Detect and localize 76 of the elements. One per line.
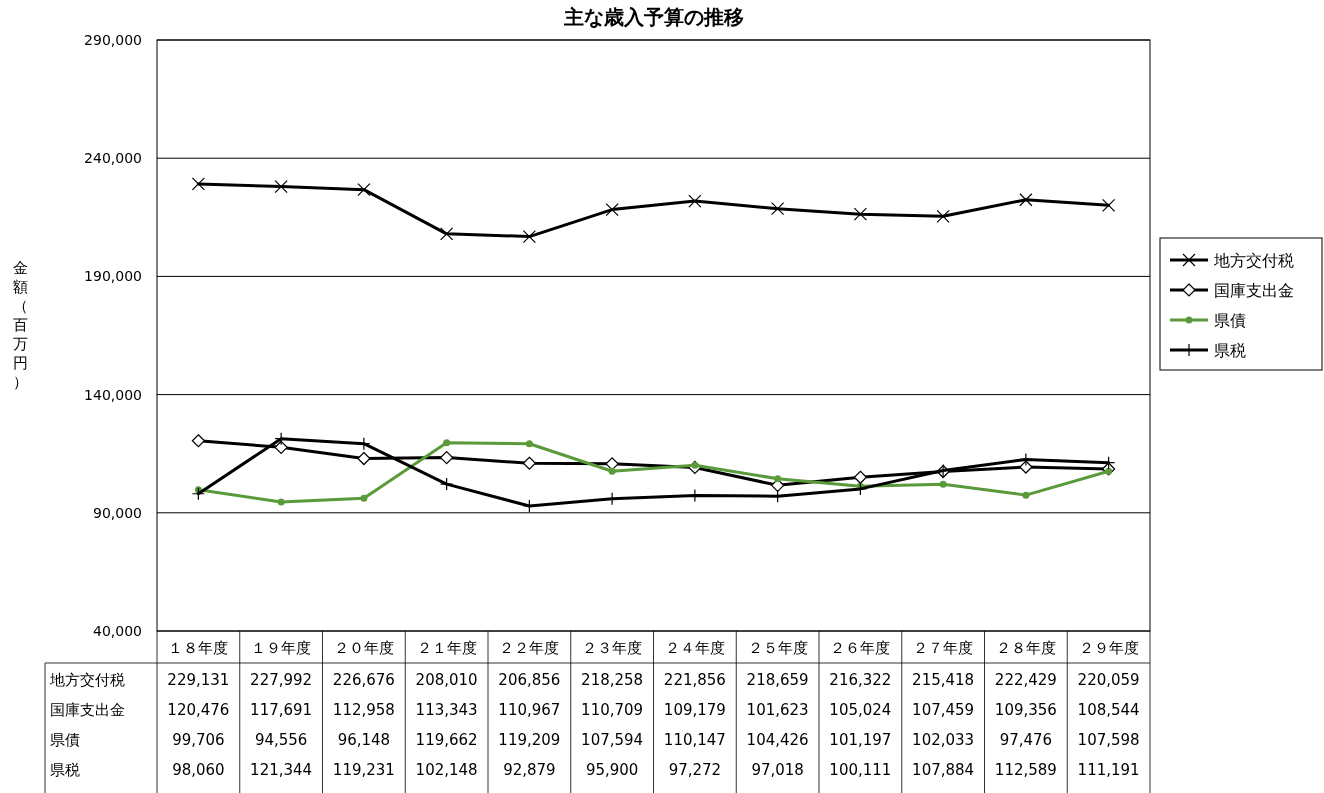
data-label: 97,476 bbox=[999, 731, 1053, 749]
text: 国庫支出金 bbox=[50, 701, 125, 719]
data-label: 98,060 bbox=[172, 761, 225, 779]
legend-label: 国庫支出金 bbox=[1214, 281, 1294, 300]
data-label: 208,010 bbox=[415, 671, 478, 689]
data-label: 107,459 bbox=[912, 701, 975, 719]
x-tick-label: ２９年度 bbox=[1078, 639, 1139, 657]
data-label: 113,343 bbox=[415, 701, 478, 719]
data-label: 110,967 bbox=[498, 701, 561, 719]
text: 地方交付税 bbox=[50, 671, 125, 689]
data-label: 101,197 bbox=[829, 731, 892, 749]
y-axis-title: 金額（百万円） bbox=[12, 258, 28, 391]
y-tick-label: 140,000 bbox=[84, 386, 142, 403]
data-label: 97,018 bbox=[751, 761, 804, 779]
data-label: 107,598 bbox=[1077, 731, 1140, 749]
data-label: 226,676 bbox=[332, 671, 395, 689]
data-label: 96,148 bbox=[337, 731, 391, 749]
x-tick-label: ２７年度 bbox=[913, 639, 974, 657]
x-tick-label: ２２年度 bbox=[499, 639, 560, 657]
data-label: 108,544 bbox=[1077, 701, 1140, 719]
data-label: 100,111 bbox=[829, 761, 892, 779]
data-label: 110,147 bbox=[663, 731, 726, 749]
data-label: 102,148 bbox=[415, 761, 478, 779]
data-label: 101,623 bbox=[746, 701, 809, 719]
text: 県税 bbox=[50, 761, 80, 779]
data-label: 121,344 bbox=[250, 761, 313, 779]
data-label: 227,992 bbox=[250, 671, 313, 689]
legend-label: 県債 bbox=[1214, 311, 1246, 330]
data-label: 94,556 bbox=[254, 731, 308, 749]
data-label: 104,426 bbox=[746, 731, 809, 749]
y-tick-label: 240,000 bbox=[84, 150, 142, 167]
x-tick-label: ２１年度 bbox=[416, 639, 477, 657]
data-label: 109,179 bbox=[663, 701, 726, 719]
data-label: 95,900 bbox=[585, 761, 639, 779]
chart-title: 主な歳入予算の推移 bbox=[562, 5, 744, 29]
data-label: 97,272 bbox=[668, 761, 722, 779]
x-tick-label: ２８年度 bbox=[995, 639, 1056, 657]
x-tick-label: ２６年度 bbox=[830, 639, 891, 657]
text: 県債 bbox=[50, 731, 80, 749]
data-label: 119,662 bbox=[415, 731, 478, 749]
y-tick-label: 90,000 bbox=[93, 504, 142, 521]
x-tick-label: １８年度 bbox=[168, 639, 229, 657]
data-label: 99,706 bbox=[172, 731, 225, 749]
data-label: 222,429 bbox=[994, 671, 1057, 689]
data-label: 107,594 bbox=[581, 731, 644, 749]
data-label: 102,033 bbox=[912, 731, 975, 749]
data-label: 218,659 bbox=[746, 671, 809, 689]
x-tick-label: １９年度 bbox=[251, 639, 312, 657]
legend-label: 県税 bbox=[1214, 341, 1246, 360]
x-tick-label: ２４年度 bbox=[664, 639, 725, 657]
y-tick-label: 290,000 bbox=[84, 32, 142, 48]
data-label: 112,958 bbox=[332, 701, 395, 719]
data-label: 221,856 bbox=[663, 671, 726, 689]
x-tick-label: ２０年度 bbox=[333, 639, 394, 657]
data-label: 105,024 bbox=[829, 701, 892, 719]
data-label: 216,322 bbox=[829, 671, 892, 689]
x-tick-label: ２３年度 bbox=[582, 639, 643, 657]
legend-label: 地方交付税 bbox=[1213, 251, 1294, 270]
data-label: 215,418 bbox=[912, 671, 975, 689]
data-label: 206,856 bbox=[498, 671, 561, 689]
data-label: 111,191 bbox=[1077, 761, 1140, 779]
data-label: 120,476 bbox=[167, 701, 230, 719]
data-label: 220,059 bbox=[1077, 671, 1140, 689]
data-label: 229,131 bbox=[167, 671, 230, 689]
data-label: 119,231 bbox=[332, 761, 395, 779]
data-label: 218,258 bbox=[581, 671, 644, 689]
data-label: 92,879 bbox=[503, 761, 556, 779]
y-tick-label: 40,000 bbox=[93, 623, 142, 639]
data-label: 107,884 bbox=[912, 761, 975, 779]
data-label: 119,209 bbox=[498, 731, 561, 749]
x-tick-label: ２５年度 bbox=[747, 639, 808, 657]
data-label: 112,589 bbox=[994, 761, 1057, 779]
y-tick-label: 190,000 bbox=[84, 268, 142, 285]
data-label: 109,356 bbox=[994, 701, 1057, 719]
data-label: 110,709 bbox=[581, 701, 644, 719]
data-label: 117,691 bbox=[250, 701, 313, 719]
